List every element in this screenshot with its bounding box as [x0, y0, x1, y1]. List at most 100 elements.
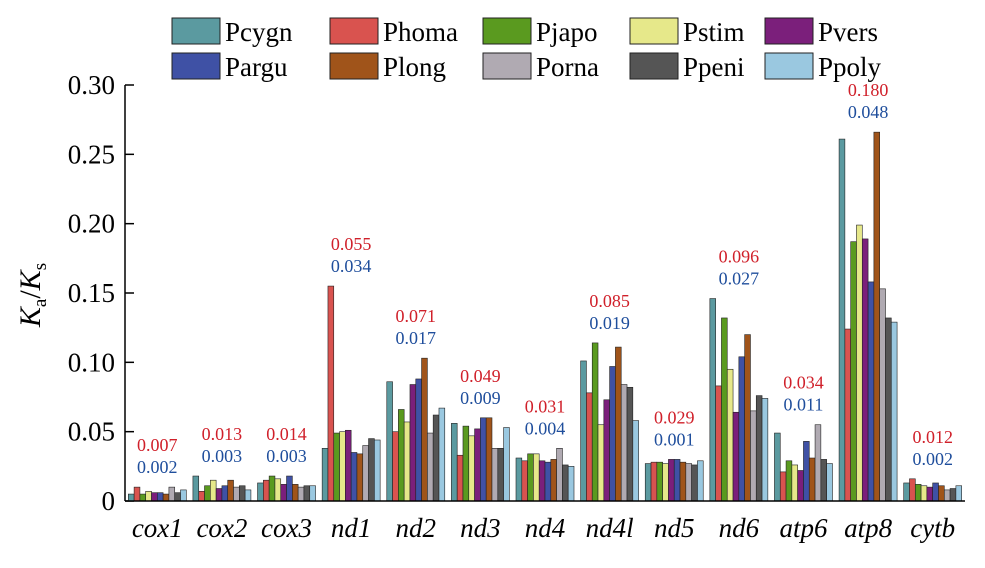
bar-cox2-Ppoly [244, 489, 252, 502]
bar-atp8-Porna [879, 288, 886, 502]
bar-nd4-Pcygn [515, 457, 523, 502]
bar-nd4l-Plong [615, 346, 622, 502]
legend-label-Pcygn: Pcygn [225, 17, 293, 47]
bar-cox1-Ppeni [174, 492, 181, 502]
bar-nd3-Porna [491, 448, 499, 502]
x-tick-label: nd2 [396, 513, 437, 543]
x-tick-label: nd4l [586, 513, 634, 543]
bar-nd6-Porna [750, 410, 757, 502]
annotation-blue: 0.001 [654, 429, 695, 449]
bar-cytb-Phoma [909, 478, 916, 502]
annotation-blue: 0.009 [460, 388, 501, 408]
bar-nd5-Porna [685, 463, 692, 502]
annotation-blue: 0.003 [266, 446, 307, 466]
bar-atp6-Phoma [779, 471, 787, 502]
annotation-blue: 0.017 [396, 328, 437, 348]
bar-atp8-Pcygn [838, 138, 846, 502]
y-tick-label: 0.15 [68, 278, 115, 308]
bar-cox1-Phoma [133, 486, 141, 502]
bar-cytb-Porna [943, 489, 951, 502]
bar-nd3-Ppeni [497, 448, 504, 502]
x-tick-label: cox1 [132, 513, 183, 543]
bar-nd4-Ppoly [567, 466, 575, 502]
bar-nd1-Porna [362, 445, 369, 502]
bar-atp8-Pstim [856, 224, 863, 502]
bar-atp6-Pjapo [785, 460, 793, 502]
bar-nd4l-Pstim [597, 424, 605, 502]
annotation-red: 0.071 [396, 306, 437, 326]
bar-nd1-Phoma [327, 285, 335, 502]
bar-nd4-Plong [550, 459, 557, 502]
annotation-red: 0.029 [654, 407, 695, 427]
bar-cox2-Pcygn [192, 475, 200, 502]
legend-swatch-Pargu [171, 52, 221, 80]
bar-cox2-Plong [227, 479, 234, 502]
bar-nd5-Phoma [650, 461, 658, 502]
y-tick-label: 0.20 [68, 209, 115, 239]
y-tick-label: 0.30 [68, 70, 115, 100]
x-tick-label: nd6 [719, 513, 760, 543]
x-tick-label: nd3 [460, 513, 501, 543]
annotation-red: 0.034 [783, 373, 824, 393]
bar-cox2-Pstim [210, 479, 217, 502]
legend-swatch-Porna [482, 52, 532, 80]
bar-atp8-Plong [873, 131, 880, 502]
bar-cox1-Pargu [157, 492, 164, 502]
bar-atp6-Porna [814, 424, 822, 502]
bar-cytb-Ppeni [949, 488, 957, 502]
legend-swatch-Ppoly [764, 52, 814, 80]
bar-cox1-Ppoly [180, 489, 187, 502]
legend-label-Ppeni: Ppeni [683, 52, 745, 82]
bar-nd6-Pstim [726, 368, 734, 502]
bar-nd4l-Pcygn [580, 360, 587, 502]
bar-cox3-Ppoly [309, 485, 316, 502]
legend-label-Pstim: Pstim [683, 17, 745, 47]
bar-cox3-Pvers [280, 484, 287, 502]
annotation-red: 0.031 [525, 396, 566, 416]
bar-nd4l-Ppoly [632, 420, 639, 502]
bar-nd4-Phoma [521, 460, 528, 502]
bar-nd1-Pcygn [321, 448, 329, 502]
bars [128, 131, 962, 502]
bar-nd2-Porna [427, 432, 434, 502]
legend-swatch-Pcygn [171, 17, 221, 45]
legend-swatch-Plong [329, 52, 379, 80]
bar-cytb-Pargu [932, 482, 939, 502]
bar-nd3-Plong [485, 417, 493, 502]
bar-nd6-Pjapo [721, 317, 728, 502]
bar-cox1-Pjapo [139, 493, 147, 502]
x-tick-label: atp8 [844, 513, 893, 543]
x-tick-label: atp6 [779, 513, 828, 543]
bar-nd1-Ppeni [368, 438, 375, 502]
bar-nd4l-Pjapo [591, 342, 599, 502]
bar-nd1-Ppoly [374, 439, 381, 502]
y-tick-label: 0.10 [68, 347, 115, 377]
bar-nd5-Pvers [668, 459, 675, 502]
legend-label-Pargu: Pargu [225, 52, 288, 82]
bar-cox1-Pstim [145, 490, 152, 502]
y-axis-title: Ka/Ks [14, 263, 51, 328]
legend-label-Porna: Porna [536, 52, 599, 82]
bar-atp6-Pargu [803, 441, 810, 502]
bar-atp8-Pvers [861, 238, 869, 502]
annotation-blue: 0.019 [589, 313, 630, 333]
bar-cox2-Porna [233, 486, 240, 502]
annotation-blue: 0.027 [719, 269, 760, 289]
x-tick-label: cox2 [196, 513, 247, 543]
bar-nd2-Ppoly [438, 407, 446, 502]
annotation-red: 0.096 [719, 247, 760, 267]
legend-swatch-Phoma [329, 17, 379, 45]
bar-nd4l-Phoma [586, 392, 593, 502]
bar-nd3-Pvers [474, 428, 481, 502]
legend-swatch-Pstim [629, 17, 679, 45]
bar-nd5-Pcygn [644, 463, 652, 502]
bar-nd4-Ppeni [562, 464, 569, 502]
legend-label-Ppoly: Ppoly [818, 52, 882, 82]
bar-nd6-Pvers [732, 411, 740, 502]
bar-cytb-Plong [938, 485, 945, 502]
annotation-red: 0.013 [202, 424, 243, 444]
annotation-red: 0.049 [460, 366, 501, 386]
bar-cox1-Plong [162, 493, 170, 502]
bar-nd6-Pcygn [709, 298, 716, 502]
